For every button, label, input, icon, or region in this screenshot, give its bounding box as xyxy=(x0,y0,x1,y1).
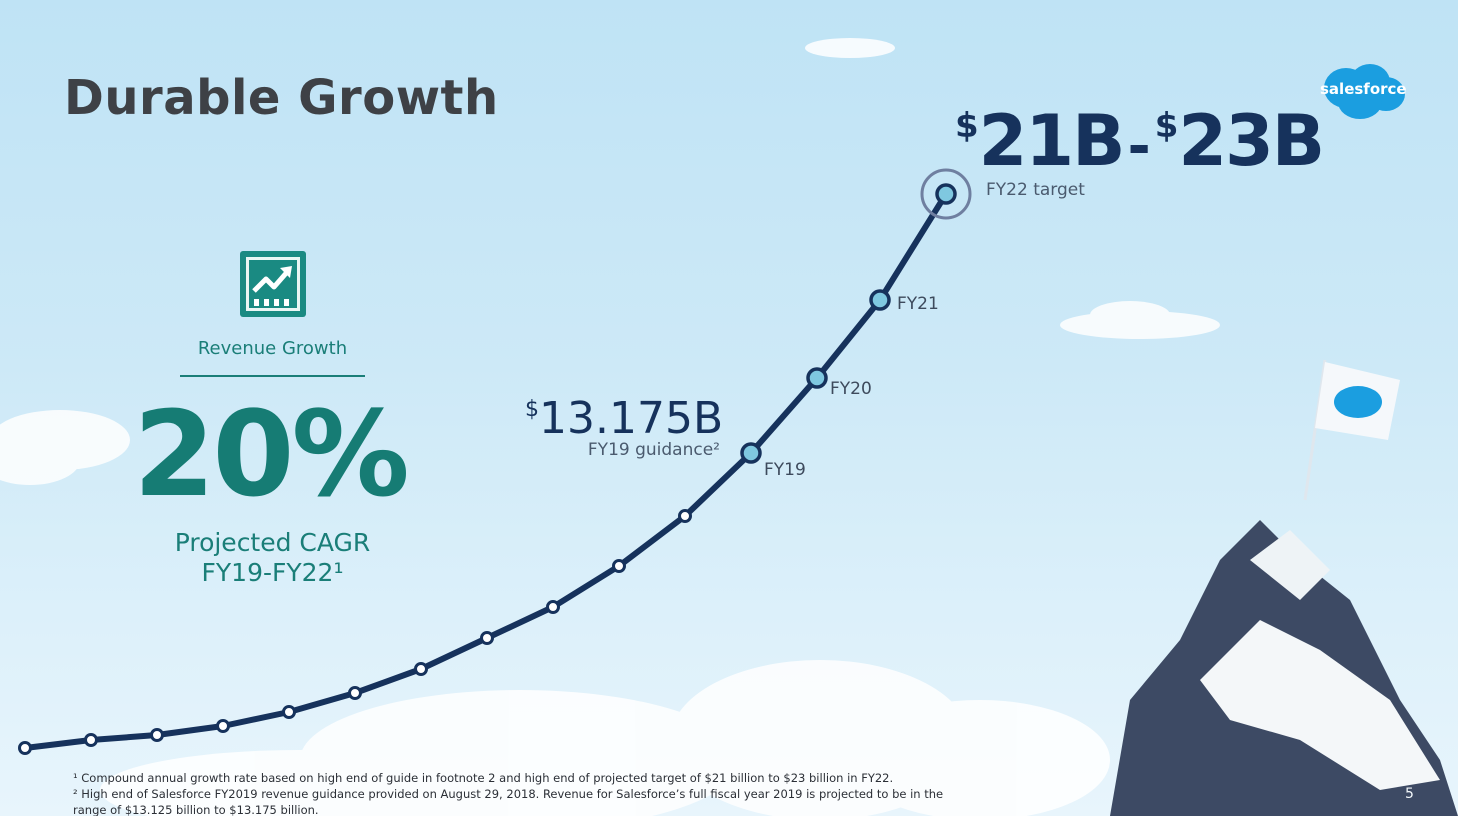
curve-label-fy19: FY19 xyxy=(764,460,806,480)
target-ring xyxy=(920,168,972,220)
page-title: Durable Growth xyxy=(64,70,499,126)
clouds xyxy=(0,38,1220,816)
page-number: 5 xyxy=(1405,786,1414,802)
curve-point xyxy=(84,733,98,747)
footnote-2: ² High end of Salesforce FY2019 revenue … xyxy=(73,787,944,816)
currency-symbol: $ xyxy=(1154,106,1179,146)
curve-point xyxy=(282,705,296,719)
curve-point xyxy=(348,686,362,700)
cagr-caption-line2: FY19-FY22¹ xyxy=(201,558,344,587)
flag xyxy=(1303,359,1400,501)
target-range: $21B- $23B xyxy=(955,100,1325,182)
salesforce-logo xyxy=(1324,64,1405,119)
cagr-caption: Projected CAGR FY19-FY22¹ xyxy=(140,528,405,588)
curve-point xyxy=(678,509,692,523)
curve-point xyxy=(740,442,762,464)
footnote-1: ¹ Compound annual growth rate based on h… xyxy=(73,771,894,785)
growth-curve-points xyxy=(18,183,957,755)
target-low: 21B xyxy=(978,100,1126,182)
curve-point xyxy=(150,728,164,742)
revenue-growth-label: Revenue Growth xyxy=(197,338,348,359)
curve-point xyxy=(546,600,560,614)
curve-label-fy20: FY20 xyxy=(830,379,872,399)
guidance-amount: 13.175B xyxy=(539,393,724,444)
curve-point xyxy=(18,741,32,755)
cagr-value: 20% xyxy=(133,385,409,523)
logo-text: salesforce xyxy=(1320,80,1407,98)
curve-point xyxy=(480,631,494,645)
divider xyxy=(180,375,365,377)
target-dash: - xyxy=(1127,114,1151,179)
growth-chart-icon xyxy=(240,251,306,317)
fy19-guidance-value: $13.175B xyxy=(525,393,723,444)
curve-point xyxy=(612,559,626,573)
footnotes: ¹ Compound annual growth rate based on h… xyxy=(73,770,953,816)
curve-point xyxy=(414,662,428,676)
fy19-guidance-label: FY19 guidance² xyxy=(587,440,720,460)
mountain xyxy=(1110,520,1458,816)
curve-point xyxy=(216,719,230,733)
target-high: 23B xyxy=(1178,100,1325,182)
curve-label-fy21: FY21 xyxy=(897,294,939,314)
curve-point xyxy=(935,183,957,205)
currency-symbol: $ xyxy=(955,106,979,146)
cagr-caption-line1: Projected CAGR xyxy=(174,528,371,557)
curve-point xyxy=(806,367,828,389)
target-label: FY22 target xyxy=(986,180,1085,200)
curve-point xyxy=(869,289,891,311)
currency-symbol: $ xyxy=(525,397,539,422)
